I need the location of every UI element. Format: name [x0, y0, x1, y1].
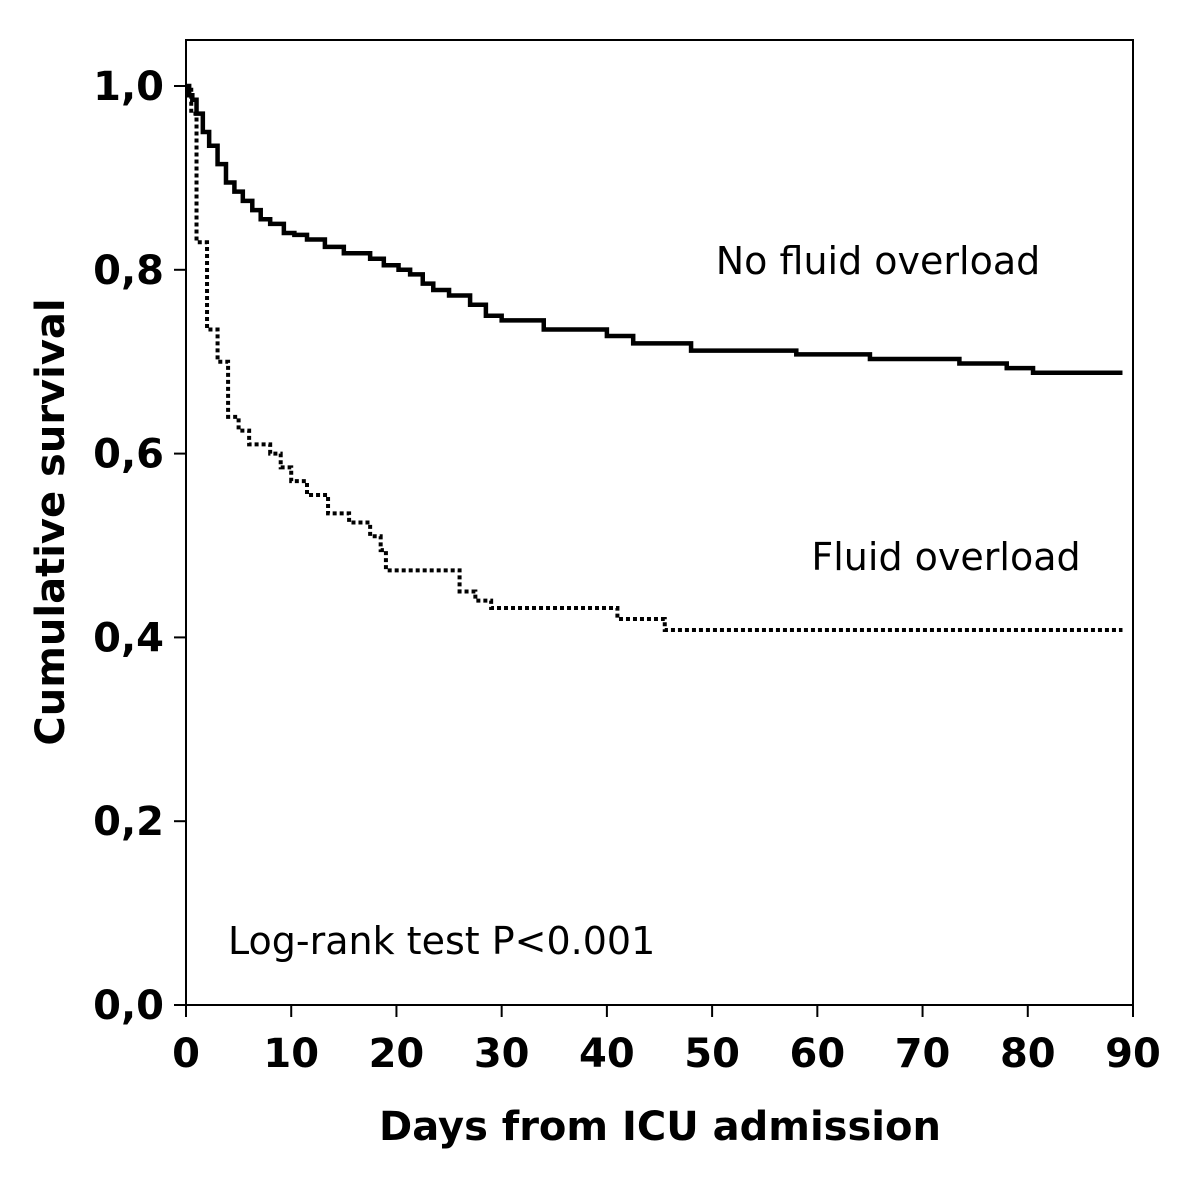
series-layer	[186, 83, 1123, 633]
plot-frame	[185, 39, 1134, 1006]
x-tick-label: 50	[684, 1031, 740, 1077]
x-axis-title: Days from ICU admission	[379, 1104, 941, 1150]
x-axis-ticks: 0 10 20 30 40 50 60 70 80 90	[172, 1005, 1161, 1077]
y-tick-label: 0,8	[93, 248, 164, 294]
x-tick-label: 30	[474, 1031, 530, 1077]
series-line-no-fluid-overload	[186, 83, 1123, 375]
y-axis-title: Cumulative survival	[28, 298, 74, 745]
x-tick-label: 40	[579, 1031, 635, 1077]
x-tick-label: 20	[369, 1031, 425, 1077]
x-tick-label: 70	[895, 1031, 951, 1077]
series-line-fluid-overload	[186, 84, 1123, 633]
y-tick-label: 0,4	[93, 615, 164, 661]
y-tick-label: 0,0	[93, 983, 164, 1029]
x-tick-label: 80	[1000, 1031, 1056, 1077]
x-tick-label: 0	[172, 1031, 200, 1077]
annotation-log-rank: Log-rank test P<0.001	[228, 919, 655, 963]
annotation-no-fluid-overload: No fluid overload	[716, 239, 1040, 283]
annotation-fluid-overload: Fluid overload	[811, 535, 1080, 579]
y-tick-label: 0,6	[93, 432, 164, 478]
y-axis-ticks: 0,0 0,2 0,4 0,6 0,8 1,0	[93, 64, 186, 1029]
x-tick-label: 60	[789, 1031, 845, 1077]
y-tick-label: 0,2	[93, 799, 164, 845]
x-tick-label: 90	[1105, 1031, 1161, 1077]
y-tick-label: 1,0	[93, 64, 164, 110]
x-tick-label: 10	[263, 1031, 319, 1077]
